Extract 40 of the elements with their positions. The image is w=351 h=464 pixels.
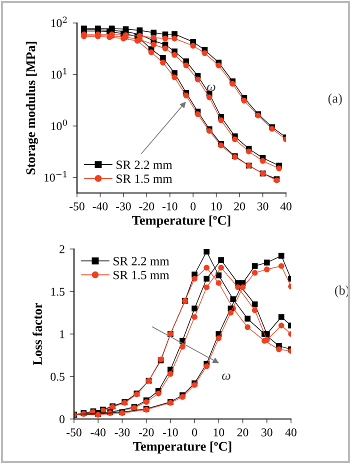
y-axis-title: Loss factor	[32, 302, 42, 366]
y-tick-label: 2	[60, 245, 64, 254]
x-tick-label: 40	[280, 202, 292, 210]
x-axis-title: Temperature [ºC]	[132, 216, 230, 228]
y-tick-label: 0.5	[50, 372, 65, 381]
y-tick-label: 10$^{1}$	[51, 68, 66, 79]
y-tick-label: 1	[60, 330, 64, 338]
annotation: ω	[207, 84, 216, 91]
x-tick-label: 30	[257, 202, 268, 210]
y-tick-label: 10$^{0}$	[51, 120, 68, 130]
y-tick-label: 10$^{−1}$	[44, 171, 66, 182]
x-tick-label: 40	[285, 428, 296, 436]
x-tick-label: 20	[237, 428, 248, 436]
x-tick-label: 10	[214, 428, 224, 436]
legend-label: SR 1.5 mm	[116, 174, 172, 184]
x-tick-label: 0	[190, 202, 196, 210]
x-tick-label: -40	[92, 202, 108, 210]
x-tick-label: -40	[90, 428, 106, 436]
x-tick-label: -20	[138, 428, 154, 436]
legend-label: SR 1.5 mm	[114, 270, 170, 280]
y-tick-label: 10$^{2}$	[51, 16, 67, 28]
text: (a)	[328, 94, 342, 106]
x-tick-label: 10	[211, 202, 222, 210]
x-tick-label: -50	[70, 202, 84, 210]
annotation: ω	[222, 373, 230, 380]
y-axis-title: Storage modulus [MPa]	[26, 42, 38, 174]
x-tick-label: -10	[163, 428, 178, 436]
x-tick-label: -30	[116, 202, 131, 210]
legend-label: SR 2.2 mm	[116, 160, 172, 170]
y-tick-label: 0	[60, 415, 65, 424]
legend-label: SR 2.2 mm	[114, 256, 170, 266]
x-tick-label: -20	[139, 202, 154, 210]
x-tick-label: -50	[66, 428, 82, 436]
y-tick-label: 1.5	[51, 288, 65, 296]
x-tick-label: 0	[192, 428, 198, 436]
x-tick-label: -10	[162, 202, 178, 210]
x-tick-label: -30	[114, 428, 130, 436]
x-axis-title: Temperature [ºC]	[133, 442, 232, 454]
x-tick-label: 30	[262, 428, 272, 436]
x-tick-label: 20	[234, 202, 246, 210]
